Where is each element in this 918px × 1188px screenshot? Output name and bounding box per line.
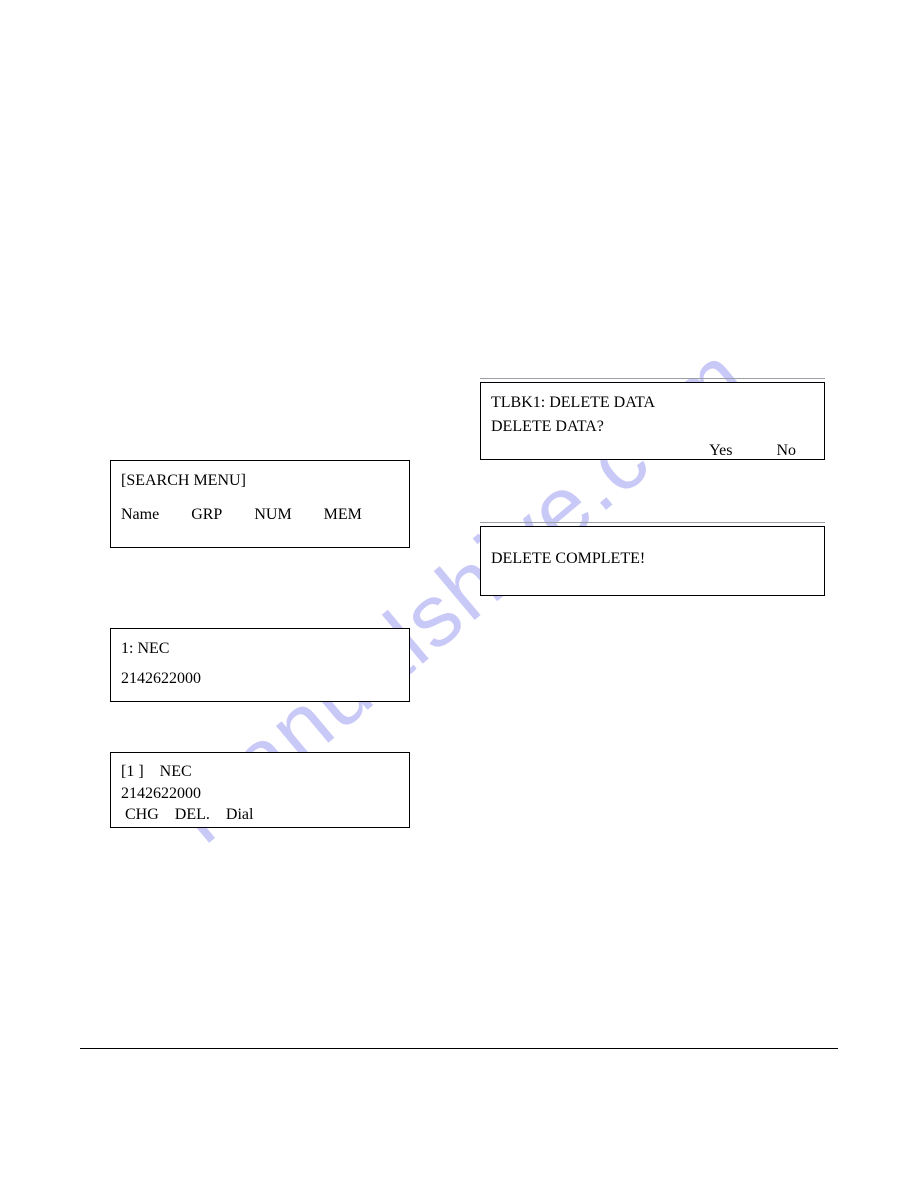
search-opt-mem[interactable]: MEM [324, 503, 362, 527]
entry-detail-number: 2142622000 [121, 783, 399, 805]
action-dial[interactable]: Dial [226, 806, 254, 823]
entry-detail-name: [1 ] NEC [121, 761, 399, 783]
delete-title: TLBK1: DELETE DATA [491, 391, 814, 415]
hairline-divider [480, 378, 825, 379]
footer-rule [80, 1048, 838, 1049]
action-chg[interactable]: CHG [125, 806, 159, 823]
action-del[interactable]: DEL. [175, 806, 210, 823]
search-menu-title: [SEARCH MENU] [121, 469, 399, 493]
search-opt-grp[interactable]: GRP [191, 503, 222, 527]
search-opt-name[interactable]: Name [121, 503, 159, 527]
delete-yes[interactable]: Yes [709, 439, 732, 463]
search-menu-options: Name GRP NUM MEM [121, 503, 399, 527]
search-menu-panel: [SEARCH MENU] Name GRP NUM MEM [110, 460, 410, 548]
delete-no[interactable]: No [776, 439, 796, 463]
delete-complete-text: DELETE COMPLETE! [491, 547, 814, 571]
entry-detail-panel: [1 ] NEC 2142622000 CHG DEL. Dial [110, 752, 410, 828]
entry-preview-panel: 1: NEC 2142622000 [110, 628, 410, 702]
delete-prompt: DELETE DATA? [491, 415, 814, 439]
entry-name: 1: NEC [121, 637, 399, 661]
delete-confirm-panel: TLBK1: DELETE DATA DELETE DATA? Yes No [480, 382, 825, 460]
entry-number: 2142622000 [121, 667, 399, 691]
search-opt-num[interactable]: NUM [254, 503, 291, 527]
delete-complete-panel: DELETE COMPLETE! [480, 526, 825, 596]
hairline-divider-2 [480, 522, 825, 523]
entry-actions-row: CHG DEL. Dial [121, 804, 399, 826]
delete-yes-no-row: Yes No [491, 439, 814, 463]
